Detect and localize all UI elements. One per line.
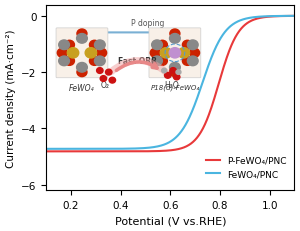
- FeWO₄/PNC: [287, 15, 290, 18]
- X-axis label: Potential (V vs.RHE): Potential (V vs.RHE): [115, 216, 226, 225]
- Line: P-FeWO₄/PNC: P-FeWO₄/PNC: [46, 17, 294, 152]
- FeWO₄/PNC: [164, 143, 167, 146]
- P-FeWO₄/PNC: [192, 140, 196, 143]
- FeWO₄/PNC: [292, 15, 296, 18]
- Line: FeWO₄/PNC: FeWO₄/PNC: [46, 17, 294, 149]
- FeWO₄/PNC: [44, 148, 48, 151]
- Text: P doping: P doping: [130, 19, 164, 28]
- FeWO₄/PNC: [192, 106, 196, 109]
- FeWO₄/PNC: [248, 17, 251, 20]
- P-FeWO₄/PNC: [179, 148, 182, 150]
- FeWO₄/PNC: [162, 143, 166, 146]
- P-FeWO₄/PNC: [292, 15, 296, 18]
- Legend: P-FeWO₄/PNC, FeWO₄/PNC: P-FeWO₄/PNC, FeWO₄/PNC: [202, 152, 290, 182]
- P-FeWO₄/PNC: [164, 150, 167, 152]
- Y-axis label: Current density (mA·cm⁻²): Current density (mA·cm⁻²): [6, 29, 16, 167]
- P-FeWO₄/PNC: [162, 150, 166, 152]
- P-FeWO₄/PNC: [287, 15, 290, 18]
- FeWO₄/PNC: [179, 131, 182, 134]
- P-FeWO₄/PNC: [248, 21, 251, 24]
- P-FeWO₄/PNC: [44, 150, 48, 153]
